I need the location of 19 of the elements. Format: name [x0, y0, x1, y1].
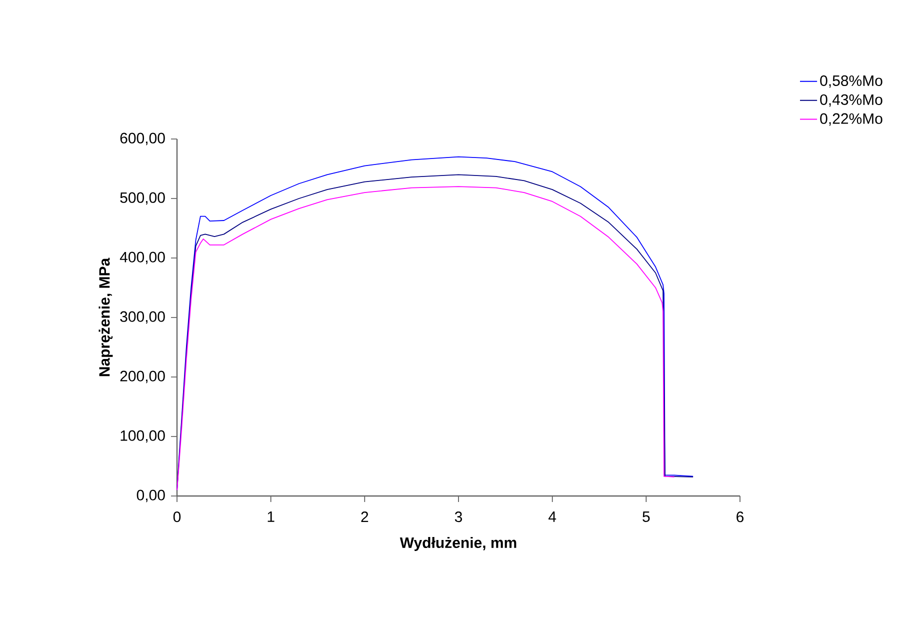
y-tick-label: 500,00 — [120, 192, 165, 205]
y-axis-title: Naprężenie, MPa — [98, 258, 113, 376]
y-tick-label: 100,00 — [120, 430, 165, 443]
x-axis-title: Wydłużenie, mm — [400, 537, 516, 551]
y-tick-label: 0,00 — [136, 490, 165, 502]
legend-label: 0,22%Mo — [820, 113, 882, 126]
x-tick-label: 6 — [736, 512, 744, 522]
legend-label: 0,43%Mo — [820, 94, 882, 107]
x-tick-label: 0 — [173, 512, 181, 522]
x-tick-label: 3 — [454, 512, 462, 522]
x-tick-label: 4 — [548, 512, 556, 522]
y-tick-label: 300,00 — [120, 311, 165, 324]
x-tick-label: 2 — [361, 512, 368, 522]
legend-label: 0,58%Mo — [820, 75, 882, 88]
y-tick-label: 200,00 — [120, 370, 165, 384]
y-tick-label: 400,00 — [120, 252, 165, 264]
y-tick-label: 600,00 — [120, 132, 165, 146]
x-tick-label: 1 — [268, 512, 274, 522]
x-tick-label: 5 — [642, 512, 650, 522]
